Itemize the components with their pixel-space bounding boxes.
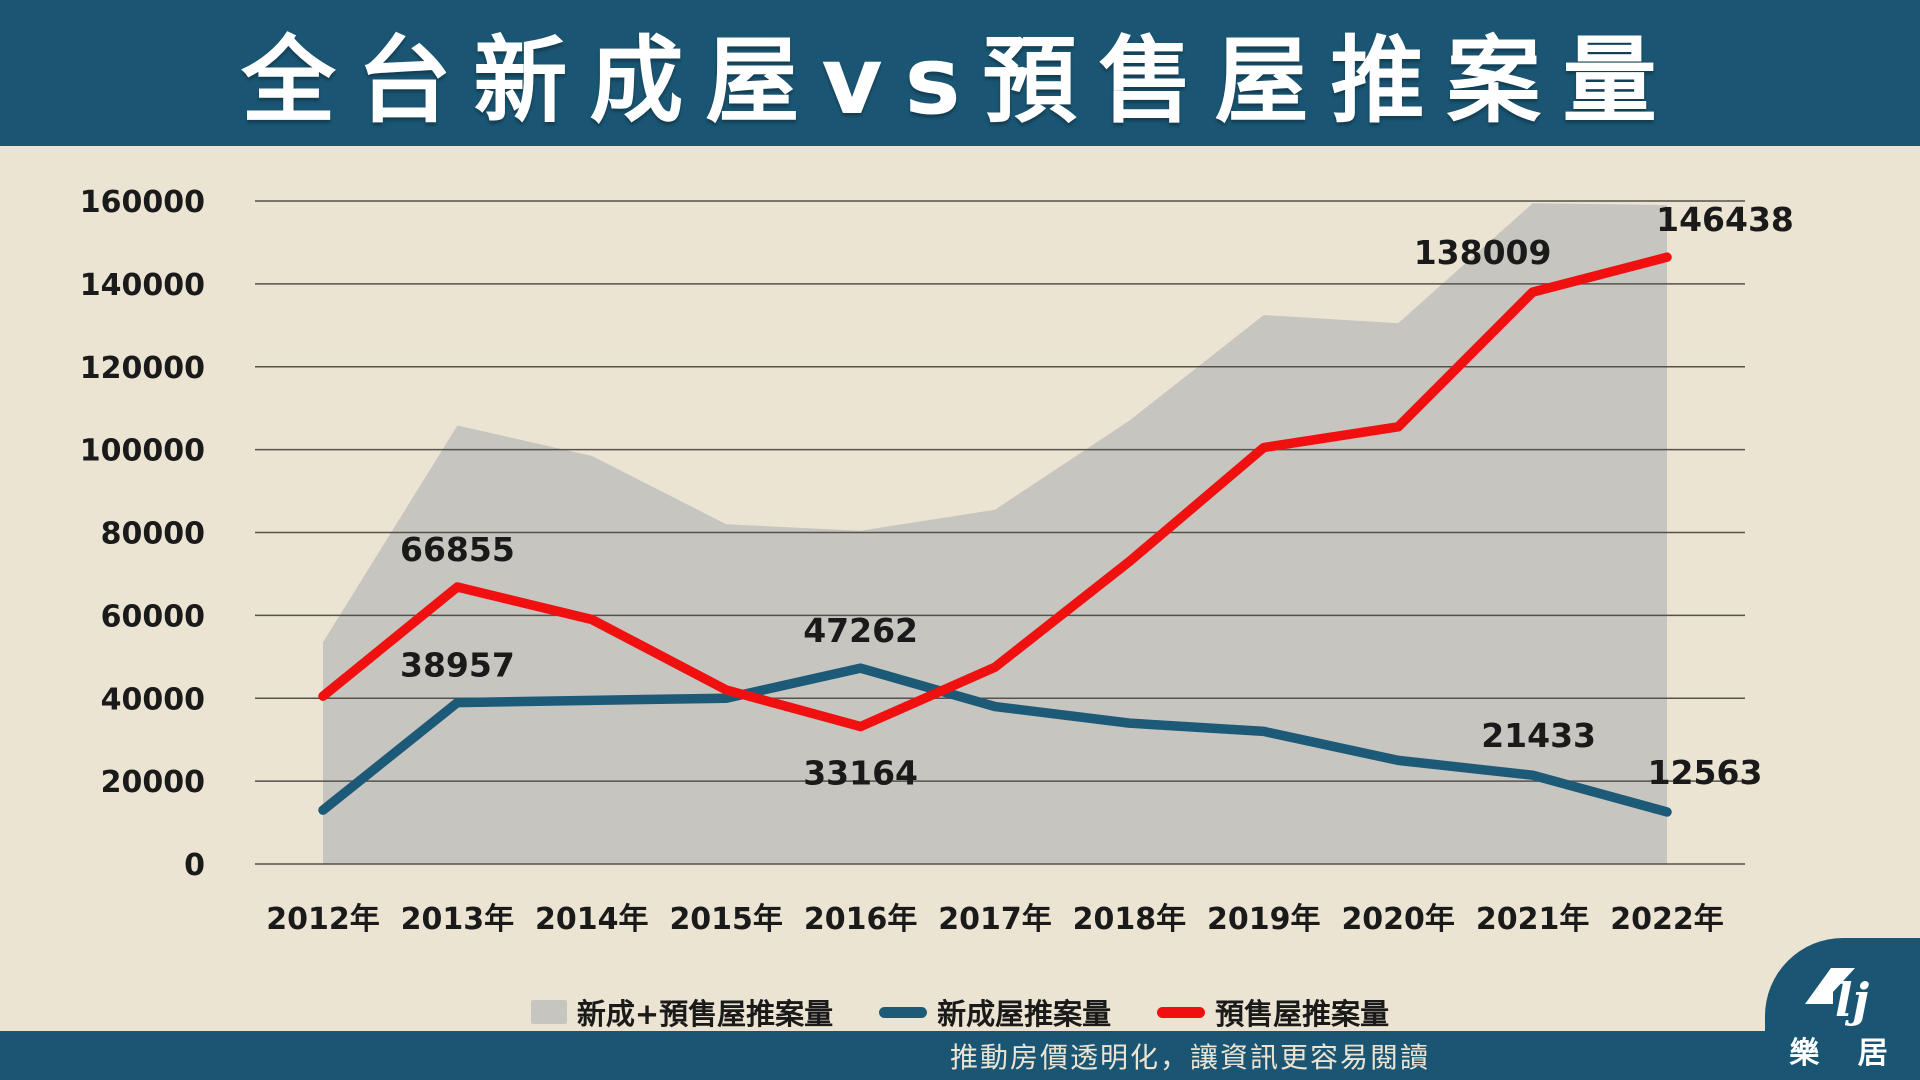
data-point-label: 33164 [803,754,918,793]
roof-shape [1804,968,1855,1004]
legend-item: 新成屋推案量 [879,991,1111,1033]
data-point-label: 146438 [1656,200,1794,239]
y-axis-tick-label: 160000 [80,185,205,220]
y-axis-tick-label: 120000 [80,351,205,386]
logo-name: 樂 居 [1789,1036,1902,1071]
x-axis-tick-label: 2021年 [1476,902,1590,937]
footer-slogan: 推動房價透明化，讓資訊更容易閱讀 [949,1040,1430,1074]
legend-line-swatch-icon [879,1006,928,1018]
x-axis-tick-label: 2013年 [401,902,515,937]
x-axis-tick-label: 2016年 [804,902,918,937]
x-axis-tick-label: 2014年 [535,902,649,937]
x-axis-tick-label: 2017年 [938,902,1052,937]
legend-label: 預售屋推案量 [1215,997,1390,1031]
chart-legend: 新成+預售屋推案量 新成屋推案量 預售屋推案量 [0,990,1920,1034]
data-point-label: 66855 [400,530,515,569]
legend-area-swatch-icon [530,1000,567,1024]
data-point-label: 138009 [1414,233,1552,272]
y-axis-tick-label: 0 [184,848,205,883]
y-axis-tick-label: 140000 [80,268,205,303]
x-axis-tick-label: 2022年 [1610,902,1724,937]
legend-item: 新成+預售屋推案量 [530,991,834,1033]
data-point-label: 38957 [400,646,515,685]
y-axis-tick-label: 80000 [101,517,205,552]
line-series-0 [318,663,1672,817]
brand-logo: lj 樂 居 [1765,938,1920,1080]
legend-line-swatch-icon [1157,1006,1206,1018]
x-axis-tick-label: 2012年 [266,902,380,937]
legend-item: 預售屋推案量 [1157,991,1389,1033]
legend-label: 新成屋推案量 [937,997,1112,1031]
house-roof-icon: lj [1804,968,1869,1026]
y-axis-tick-label: 60000 [101,599,205,634]
chart-card-side [1765,146,1920,938]
legend-label: 新成+預售屋推案量 [576,997,834,1031]
x-axis-tick-label: 2019年 [1207,902,1321,937]
y-axis-tick-label: 100000 [80,434,205,469]
logo-monogram: lj [1835,973,1869,1026]
data-point-label: 47262 [803,611,918,650]
x-axis-tick-label: 2018年 [1073,902,1187,937]
line-series-1 [318,252,1672,732]
header-band: 全台新成屋vs預售屋推案量 [0,0,1920,146]
x-axis-tick-label: 2020年 [1341,902,1455,937]
data-point-label: 12563 [1648,753,1763,792]
y-axis-tick-label: 40000 [101,682,205,717]
y-axis-tick-label: 20000 [101,765,205,800]
x-axis-tick-label: 2015年 [669,902,783,937]
footer-band [0,1031,1920,1080]
page-title: 全台新成屋vs預售屋推案量 [241,27,1679,136]
data-point-label: 21433 [1481,716,1596,755]
